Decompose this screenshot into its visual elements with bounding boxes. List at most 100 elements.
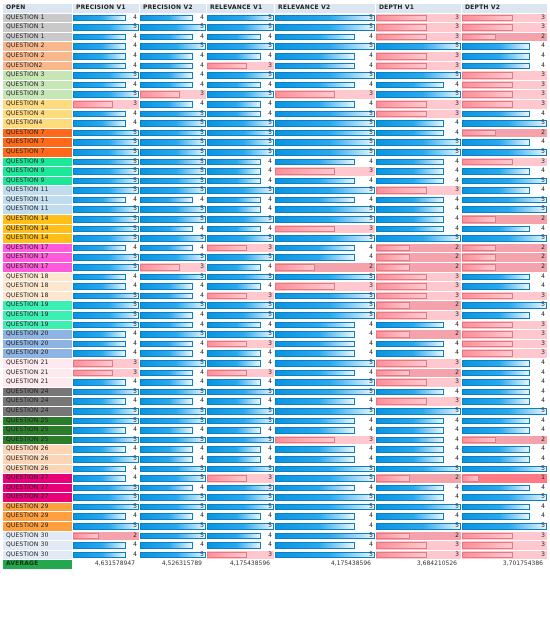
question-label[interactable]: QUESTION 17: [2, 252, 73, 264]
score-cell-precision-v1[interactable]: 5: [72, 262, 140, 273]
score-cell-depth-v2[interactable]: 5: [461, 300, 548, 311]
score-cell-precision-v1[interactable]: 4: [72, 377, 140, 388]
question-label[interactable]: QUESTION 29: [2, 511, 73, 523]
score-cell-precision-v1[interactable]: 5: [72, 89, 140, 100]
score-cell-depth-v2[interactable]: 3: [461, 338, 548, 350]
question-label[interactable]: QUESTION 29: [2, 521, 73, 532]
score-cell-precision-v2[interactable]: 5: [139, 271, 207, 283]
score-cell-depth-v1[interactable]: 2: [375, 367, 462, 379]
score-cell-relevance-v2[interactable]: 4: [274, 511, 376, 523]
score-cell-depth-v1[interactable]: 2: [375, 262, 462, 273]
score-cell-depth-v1[interactable]: 3: [375, 271, 462, 283]
score-cell-depth-v2[interactable]: 5: [461, 405, 548, 417]
score-cell-depth-v1[interactable]: 2: [375, 473, 462, 484]
score-cell-precision-v2[interactable]: 5: [139, 204, 207, 216]
score-cell-precision-v2[interactable]: 4: [139, 290, 207, 302]
score-cell-depth-v2[interactable]: 4: [461, 185, 548, 196]
score-cell-depth-v2[interactable]: 2: [461, 127, 548, 139]
score-cell-relevance-v2[interactable]: 5: [274, 549, 376, 561]
score-cell-relevance-v2[interactable]: 5: [274, 377, 376, 388]
score-cell-relevance-v2[interactable]: 4: [274, 329, 376, 340]
score-cell-relevance-v1[interactable]: 5: [206, 252, 275, 264]
score-cell-relevance-v1[interactable]: 5: [206, 41, 275, 52]
score-cell-depth-v2[interactable]: 1: [461, 473, 548, 484]
score-cell-precision-v2[interactable]: 4: [139, 396, 207, 407]
question-label[interactable]: QUESTION 27: [2, 473, 73, 484]
question-label[interactable]: QUESTION 9: [2, 156, 73, 168]
question-label[interactable]: QUESTION 26: [2, 444, 73, 455]
score-cell-relevance-v1[interactable]: 4: [206, 511, 275, 523]
score-cell-precision-v2[interactable]: 5: [139, 233, 207, 244]
score-cell-precision-v1[interactable]: 5: [72, 290, 140, 302]
question-label[interactable]: QUESTION 2: [2, 41, 73, 52]
score-cell-precision-v2[interactable]: 4: [139, 310, 207, 321]
score-cell-relevance-v1[interactable]: 4: [206, 50, 275, 62]
score-cell-depth-v2[interactable]: 3: [461, 79, 548, 91]
score-cell-depth-v1[interactable]: 2: [375, 530, 462, 542]
score-cell-precision-v1[interactable]: 4: [72, 511, 140, 523]
score-cell-depth-v2[interactable]: 4: [461, 108, 548, 120]
score-cell-relevance-v2[interactable]: 5: [274, 12, 376, 24]
score-cell-precision-v2[interactable]: 5: [139, 357, 207, 369]
score-cell-relevance-v2[interactable]: 5: [274, 357, 376, 369]
question-label[interactable]: QUESTION 3: [2, 79, 73, 91]
score-cell-relevance-v2[interactable]: 3: [274, 166, 376, 177]
average-relevance-v2[interactable]: 4,175438596: [274, 559, 376, 571]
score-cell-relevance-v1[interactable]: 4: [206, 377, 275, 388]
score-cell-depth-v1[interactable]: 3: [375, 357, 462, 369]
score-cell-precision-v2[interactable]: 5: [139, 501, 207, 513]
score-cell-relevance-v1[interactable]: 5: [206, 492, 275, 503]
score-cell-precision-v1[interactable]: 5: [72, 127, 140, 139]
score-cell-relevance-v2[interactable]: 4: [274, 482, 376, 494]
score-cell-depth-v1[interactable]: 5: [375, 233, 462, 244]
question-label[interactable]: QUESTION4: [2, 118, 73, 129]
score-cell-depth-v1[interactable]: 4: [375, 118, 462, 129]
score-cell-precision-v2[interactable]: 4: [139, 31, 207, 43]
score-cell-precision-v1[interactable]: 5: [72, 405, 140, 417]
score-cell-depth-v1[interactable]: 4: [375, 434, 462, 446]
score-cell-depth-v2[interactable]: 3: [461, 89, 548, 100]
score-cell-depth-v1[interactable]: 4: [375, 204, 462, 216]
score-cell-depth-v2[interactable]: 5: [461, 204, 548, 216]
score-cell-depth-v1[interactable]: 4: [375, 223, 462, 235]
score-cell-precision-v2[interactable]: 5: [139, 473, 207, 484]
header-open[interactable]: OPEN: [2, 3, 73, 14]
score-cell-precision-v2[interactable]: 4: [139, 223, 207, 235]
score-cell-precision-v2[interactable]: 3: [139, 262, 207, 273]
score-cell-relevance-v2[interactable]: 5: [274, 473, 376, 484]
score-cell-depth-v2[interactable]: 4: [461, 137, 548, 148]
score-cell-precision-v2[interactable]: 4: [139, 540, 207, 551]
average-relevance-v1[interactable]: 4,175438596: [206, 559, 275, 571]
score-cell-relevance-v2[interactable]: 5: [274, 492, 376, 503]
score-cell-relevance-v1[interactable]: 4: [206, 108, 275, 120]
score-cell-relevance-v2[interactable]: 3: [274, 89, 376, 100]
score-cell-depth-v1[interactable]: 4: [375, 194, 462, 206]
score-cell-precision-v2[interactable]: 4: [139, 50, 207, 62]
score-cell-relevance-v2[interactable]: 4: [274, 540, 376, 551]
score-cell-precision-v2[interactable]: 5: [139, 22, 207, 33]
question-label[interactable]: QUESTION 18: [2, 290, 73, 302]
question-label[interactable]: QUESTION 19: [2, 310, 73, 321]
score-cell-relevance-v1[interactable]: 5: [206, 89, 275, 100]
score-cell-relevance-v2[interactable]: 4: [274, 348, 376, 359]
score-cell-depth-v2[interactable]: 2: [461, 252, 548, 264]
score-cell-precision-v1[interactable]: 5: [72, 319, 140, 331]
score-cell-precision-v2[interactable]: 4: [139, 425, 207, 436]
score-cell-relevance-v1[interactable]: 5: [206, 146, 275, 158]
score-cell-depth-v1[interactable]: 4: [375, 415, 462, 427]
score-cell-depth-v1[interactable]: 4: [375, 444, 462, 455]
score-cell-depth-v2[interactable]: 4: [461, 415, 548, 427]
score-cell-relevance-v1[interactable]: 3: [206, 290, 275, 302]
score-cell-depth-v2[interactable]: 4: [461, 271, 548, 283]
question-label[interactable]: QUESTION 14: [2, 223, 73, 235]
score-cell-relevance-v1[interactable]: 5: [206, 386, 275, 398]
score-cell-depth-v2[interactable]: 4: [461, 41, 548, 52]
score-cell-relevance-v1[interactable]: 5: [206, 300, 275, 311]
score-cell-relevance-v1[interactable]: 4: [206, 79, 275, 91]
question-label[interactable]: QUESTION 29: [2, 501, 73, 513]
score-cell-depth-v2[interactable]: 5: [461, 146, 548, 158]
score-cell-precision-v2[interactable]: 5: [139, 108, 207, 120]
score-cell-relevance-v1[interactable]: 5: [206, 118, 275, 129]
score-cell-relevance-v2[interactable]: 5: [274, 290, 376, 302]
score-cell-relevance-v2[interactable]: 5: [274, 405, 376, 417]
